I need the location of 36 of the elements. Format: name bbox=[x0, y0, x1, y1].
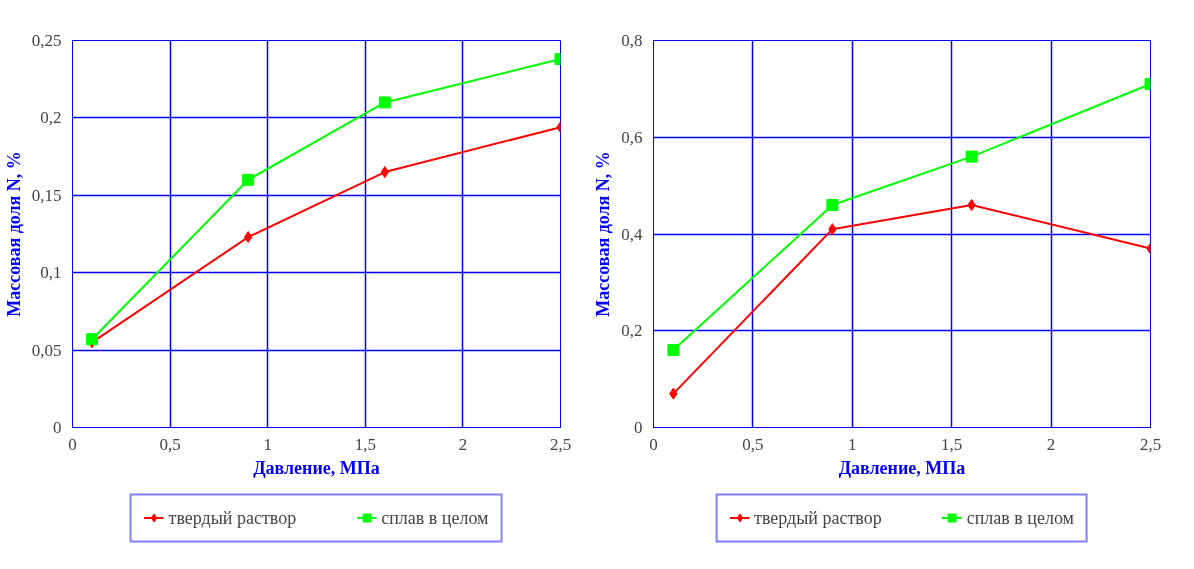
point bbox=[667, 344, 680, 357]
x-tick-label: 2,5 bbox=[549, 434, 572, 454]
x-tick-label: 1,5 bbox=[354, 434, 376, 454]
y-tick-label: 0,2 bbox=[621, 321, 643, 341]
y-tick-label: 0 bbox=[634, 418, 643, 437]
point bbox=[378, 96, 391, 109]
y-axis-title: Массовая доля N, % bbox=[3, 151, 24, 317]
point bbox=[826, 198, 839, 211]
x-axis-title: Давление, МПа bbox=[253, 457, 380, 478]
y-tick-label: 0,1 bbox=[40, 263, 62, 283]
y-tick-label: 0,2 bbox=[40, 108, 62, 128]
legend-label: твердый раствор bbox=[168, 507, 297, 528]
x-tick-label: 2 bbox=[458, 434, 468, 454]
x-tick-label: 1,5 bbox=[941, 434, 963, 454]
x-tick-label: 0 bbox=[649, 434, 658, 454]
x-tick-label: 0 bbox=[68, 434, 77, 454]
y-tick-label: 0,25 bbox=[31, 31, 62, 50]
y-tick-label: 0,05 bbox=[31, 340, 62, 360]
x-tick-label: 2,5 bbox=[1139, 434, 1162, 454]
legend-label: сплав в целом bbox=[966, 507, 1074, 528]
y-tick-label: 0 bbox=[53, 418, 62, 437]
legend-label: твердый раствор bbox=[754, 507, 882, 528]
x-tick-label: 0,5 bbox=[159, 434, 181, 454]
y-tick-label: 0,15 bbox=[31, 185, 62, 205]
point bbox=[965, 150, 978, 163]
x-tick-label: 2 bbox=[1046, 434, 1056, 454]
legend-label: сплав в целом bbox=[381, 507, 489, 528]
x-tick-label: 1 bbox=[263, 434, 272, 454]
x-tick-label: 1 bbox=[848, 434, 857, 454]
point bbox=[242, 173, 255, 186]
y-axis-title: Массовая доля N, % bbox=[593, 151, 614, 317]
y-tick-label: 0,4 bbox=[621, 224, 643, 244]
x-tick-label: 0,5 bbox=[742, 434, 764, 454]
y-tick-label: 0,6 bbox=[621, 127, 643, 147]
x-axis-title: Давление, МПа bbox=[838, 457, 966, 478]
y-tick-label: 0,8 bbox=[621, 31, 643, 50]
